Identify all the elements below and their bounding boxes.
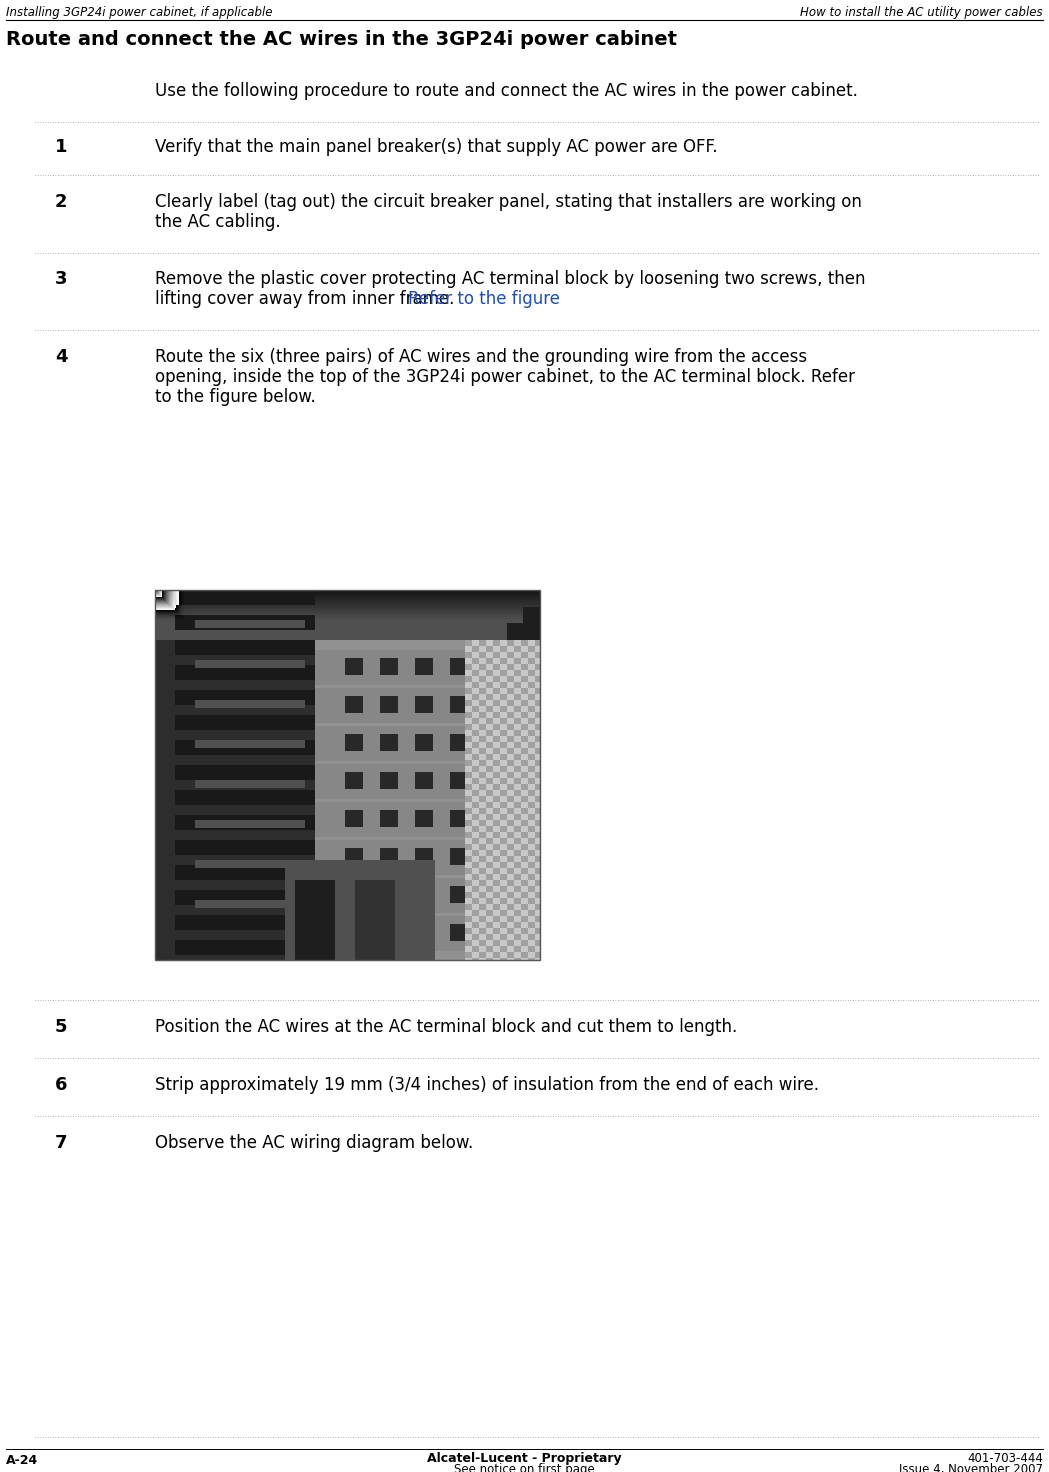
- Text: Clearly label (tag out) the circuit breaker panel, stating that installers are w: Clearly label (tag out) the circuit brea…: [155, 193, 862, 210]
- Bar: [155, 590, 540, 960]
- Text: lifting cover away from inner frame.: lifting cover away from inner frame.: [155, 290, 459, 308]
- Text: Route and connect the AC wires in the 3GP24i power cabinet: Route and connect the AC wires in the 3G…: [6, 29, 677, 49]
- Text: Remove the plastic cover protecting AC terminal block by loosening two screws, t: Remove the plastic cover protecting AC t…: [155, 269, 865, 289]
- Text: 401-703-444: 401-703-444: [967, 1451, 1043, 1465]
- Text: Refer to the figure: Refer to the figure: [408, 290, 560, 308]
- Text: Observe the AC wiring diagram below.: Observe the AC wiring diagram below.: [155, 1133, 473, 1153]
- Text: See notice on first page: See notice on first page: [453, 1463, 595, 1472]
- Text: A-24: A-24: [6, 1454, 38, 1468]
- Text: Installing 3GP24i power cabinet, if applicable: Installing 3GP24i power cabinet, if appl…: [6, 6, 273, 19]
- Text: opening, inside the top of the 3GP24i power cabinet, to the AC terminal block. R: opening, inside the top of the 3GP24i po…: [155, 368, 855, 386]
- Text: Issue 4, November 2007: Issue 4, November 2007: [899, 1463, 1043, 1472]
- Text: Alcatel-Lucent - Proprietary: Alcatel-Lucent - Proprietary: [427, 1451, 621, 1465]
- Text: 7: 7: [55, 1133, 67, 1153]
- Text: the AC cabling.: the AC cabling.: [155, 213, 281, 231]
- Text: 5: 5: [55, 1019, 67, 1036]
- Text: 2: 2: [55, 193, 67, 210]
- Text: Route the six (three pairs) of AC wires and the grounding wire from the access: Route the six (three pairs) of AC wires …: [155, 347, 807, 367]
- Text: 1: 1: [55, 138, 67, 156]
- Text: 6: 6: [55, 1076, 67, 1094]
- Text: Strip approximately 19 mm (3/4 inches) of insulation from the end of each wire.: Strip approximately 19 mm (3/4 inches) o…: [155, 1076, 819, 1094]
- Text: to the figure below.: to the figure below.: [155, 389, 316, 406]
- Text: Verify that the main panel breaker(s) that supply AC power are OFF.: Verify that the main panel breaker(s) th…: [155, 138, 718, 156]
- Text: 3: 3: [55, 269, 67, 289]
- Text: Position the AC wires at the AC terminal block and cut them to length.: Position the AC wires at the AC terminal…: [155, 1019, 737, 1036]
- Text: 4: 4: [55, 347, 67, 367]
- Text: Use the following procedure to route and connect the AC wires in the power cabin: Use the following procedure to route and…: [155, 82, 858, 100]
- Text: How to install the AC utility power cables: How to install the AC utility power cabl…: [800, 6, 1043, 19]
